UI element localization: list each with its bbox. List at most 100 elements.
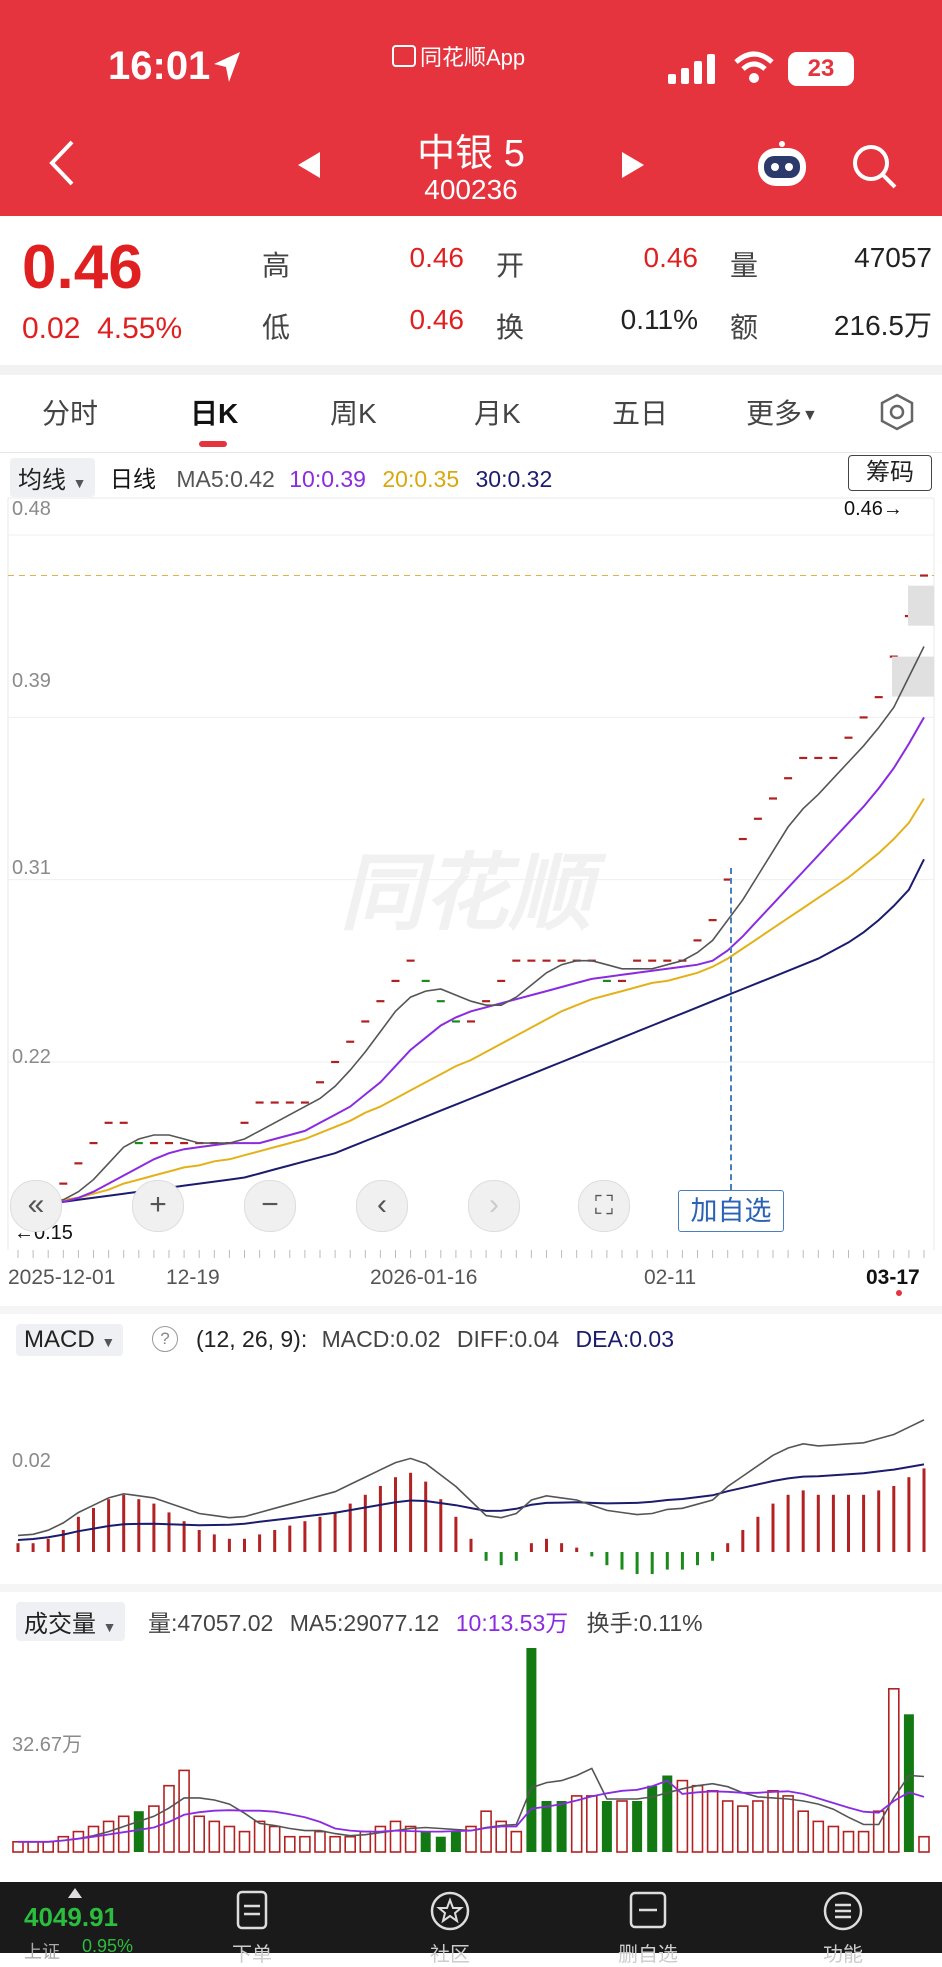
location-arrow-icon [214,52,240,82]
volume-bar [676,1779,689,1853]
volume-bar [102,1820,115,1853]
ma30-value: 30:0.32 [475,466,553,492]
macd-bar [92,1508,95,1552]
help-icon[interactable]: ? [152,1326,178,1352]
macd-bar [182,1521,186,1552]
robot-assistant-icon[interactable] [754,140,810,190]
date-label-3: 2026-01-16 [370,1266,478,1289]
macd-bar [680,1552,684,1570]
volume-bar [541,1801,552,1852]
next-stock-icon[interactable] [620,150,646,180]
volume-bar [389,1820,402,1853]
volume-selector[interactable]: 成交量 ▼ [16,1602,125,1641]
back-icon[interactable] [46,140,76,186]
add-watchlist-button[interactable]: 加自选 [678,1190,784,1232]
volume-bar [827,1825,840,1853]
macd-bar [31,1543,35,1552]
ma10-value: 10:0.39 [289,466,366,492]
zoom-out-button[interactable]: − [244,1180,296,1232]
volume-bar [752,1800,764,1853]
macd-bar [197,1530,201,1552]
change-value: 0.02 [22,312,81,345]
quote-value-turnover: 0.11% [620,304,698,335]
volume-bar [812,1820,825,1853]
macd-bar [288,1525,292,1552]
volume-bar [721,1800,734,1853]
ma10-line [18,716,925,1205]
watermark-logo: 同花顺 [340,846,593,940]
prev-stock-icon[interactable] [296,150,322,180]
status-time: 16:01 [108,44,211,88]
macd-bar [650,1552,654,1574]
macd-bar [137,1499,141,1552]
active-tab-indicator [199,441,227,447]
overlay-block [892,656,934,697]
price-change: 0.02 4.55% [22,312,182,346]
remove-watchlist-icon[interactable] [628,1890,668,1930]
section-divider [0,365,942,375]
date-ticks [17,1250,925,1258]
macd-bar [756,1516,760,1552]
community-star-icon[interactable] [428,1890,472,1932]
chips-button[interactable]: 筹码 [848,455,932,491]
indicator-selector-label: 均线 [18,467,66,494]
fullscreen-button[interactable]: ⛶ [578,1180,630,1232]
volume-bar [736,1805,749,1853]
volume-bar [253,1820,266,1853]
scroll-start-button[interactable]: « [10,1180,62,1232]
macd-bar [696,1552,699,1566]
macd-bar [499,1552,503,1566]
volume-bar [178,1769,190,1853]
macd-bar [877,1490,881,1552]
bottom-nav: 4049.91 上证 0.95% 下单 社区 删自选 功能 [0,1882,942,1966]
tab-more[interactable]: 更多▼ [746,392,818,432]
macd-bar [922,1468,926,1552]
tab-five-day[interactable]: 五日 [612,398,669,429]
index-value[interactable]: 4049.91 [24,1902,118,1932]
change-percent: 4.55% [97,312,183,345]
macd-bar [333,1512,337,1552]
scroll-left-button[interactable]: ‹ [356,1180,408,1232]
volume-bar [616,1800,628,1853]
tab-intraday[interactable]: 分时 [42,398,99,429]
zoom-in-button[interactable]: + [132,1180,184,1232]
tab-monthly-k[interactable]: 月K [474,398,521,429]
macd-bar [847,1494,850,1552]
macd-bar [816,1494,820,1552]
macd-selector[interactable]: MACD ▼ [16,1324,124,1356]
tab-daily-k[interactable]: 日K [190,398,239,429]
macd-selector-label: MACD [24,1326,95,1353]
signal-icon [668,54,715,84]
last-price: 0.46 [22,233,143,302]
volume-bar [268,1825,281,1853]
search-icon[interactable] [850,142,898,190]
macd-chart[interactable] [0,1360,942,1592]
macd-bar [801,1490,805,1552]
scroll-right-button[interactable]: › [468,1180,520,1232]
macd-bar [771,1503,775,1552]
order-document-icon[interactable] [234,1890,270,1930]
tab-weekly-k[interactable]: 周K [330,398,377,429]
vol-value: 量:47057.02 [148,1610,274,1636]
caret-down-icon: ▼ [72,475,87,491]
volume-bar [857,1830,870,1853]
macd-bar [545,1538,548,1552]
menu-circle-icon[interactable] [822,1890,864,1932]
volume-bar [344,1835,357,1853]
macd-bar [831,1494,835,1552]
macd-bar [318,1516,322,1552]
settings-hexagon-icon[interactable] [878,392,916,432]
volume-bar [465,1825,477,1853]
indicator-selector[interactable]: 均线 ▼ [10,458,95,497]
wifi-icon [734,51,774,83]
macd-bar [665,1552,669,1570]
macd-bar [560,1543,564,1552]
dea-line [17,1463,925,1541]
volume-bar [872,1810,885,1853]
volume-chart[interactable] [0,1630,942,1856]
tab-more-label: 更多 [746,398,803,429]
volume-bar [87,1825,100,1853]
volume-selector-label: 成交量 [24,1611,96,1638]
panel-divider [0,1584,942,1592]
kline-chart[interactable] [0,495,942,1255]
